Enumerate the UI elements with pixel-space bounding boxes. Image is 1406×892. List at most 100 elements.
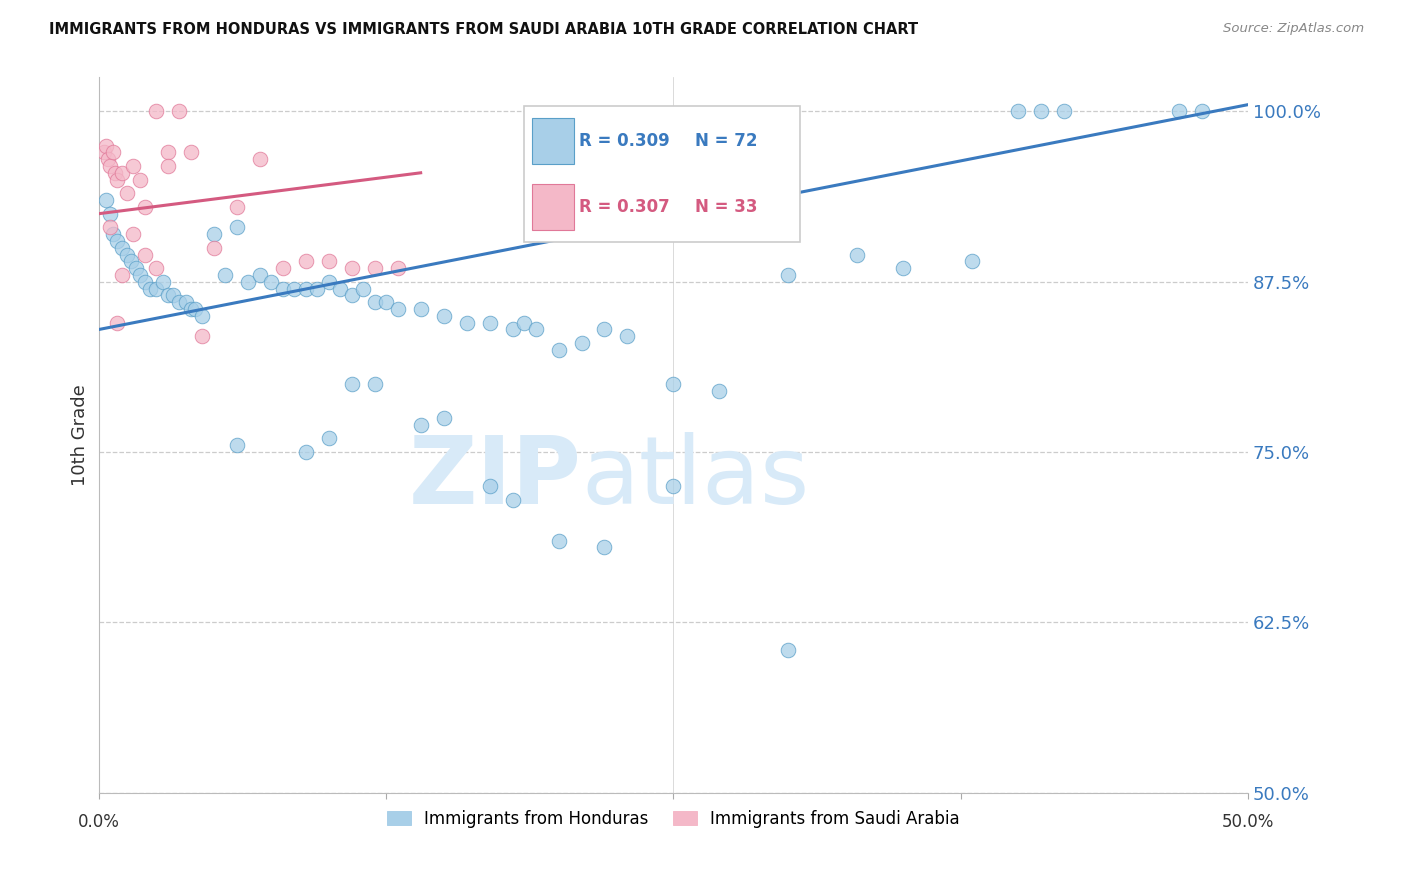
Point bbox=[846, 247, 869, 261]
Point bbox=[129, 172, 152, 186]
Point bbox=[156, 145, 179, 160]
Point bbox=[156, 288, 179, 302]
Point bbox=[294, 445, 316, 459]
Point bbox=[214, 268, 236, 282]
Point bbox=[169, 104, 191, 119]
Point bbox=[93, 145, 115, 160]
Point bbox=[134, 247, 156, 261]
Point bbox=[162, 288, 184, 302]
Point bbox=[364, 261, 387, 276]
Point bbox=[593, 322, 616, 336]
Point bbox=[433, 309, 456, 323]
Point bbox=[94, 138, 117, 153]
Point bbox=[502, 322, 524, 336]
Point bbox=[169, 295, 191, 310]
Point bbox=[202, 241, 225, 255]
Text: 0.0%: 0.0% bbox=[79, 814, 120, 831]
Point bbox=[364, 295, 387, 310]
Text: atlas: atlas bbox=[582, 432, 810, 524]
Point bbox=[709, 384, 731, 398]
Point bbox=[524, 322, 547, 336]
Point bbox=[662, 376, 685, 391]
Point bbox=[571, 336, 593, 351]
Point bbox=[778, 642, 800, 657]
Point bbox=[294, 254, 316, 268]
Point bbox=[152, 275, 174, 289]
Point bbox=[202, 227, 225, 241]
Point bbox=[318, 275, 340, 289]
Point bbox=[478, 316, 501, 330]
Point bbox=[104, 166, 127, 180]
Point bbox=[1167, 104, 1189, 119]
Point bbox=[129, 268, 152, 282]
Point bbox=[271, 261, 294, 276]
Point bbox=[387, 301, 409, 316]
Point bbox=[191, 329, 214, 343]
Point bbox=[100, 159, 122, 173]
Point bbox=[176, 295, 198, 310]
Point bbox=[134, 200, 156, 214]
Text: 50.0%: 50.0% bbox=[1222, 814, 1274, 831]
Point bbox=[340, 261, 363, 276]
Point bbox=[180, 301, 202, 316]
Point bbox=[478, 479, 501, 493]
Text: IMMIGRANTS FROM HONDURAS VS IMMIGRANTS FROM SAUDI ARABIA 10TH GRADE CORRELATION : IMMIGRANTS FROM HONDURAS VS IMMIGRANTS F… bbox=[49, 22, 918, 37]
Point bbox=[318, 254, 340, 268]
Point bbox=[225, 438, 247, 452]
Text: ZIP: ZIP bbox=[409, 432, 582, 524]
Point bbox=[260, 275, 283, 289]
Point bbox=[100, 207, 122, 221]
Point bbox=[778, 268, 800, 282]
Point bbox=[283, 282, 305, 296]
Point bbox=[105, 234, 128, 248]
Point bbox=[225, 220, 247, 235]
Point bbox=[122, 227, 145, 241]
Point bbox=[271, 282, 294, 296]
Point bbox=[294, 282, 316, 296]
Point bbox=[547, 343, 569, 357]
Point bbox=[156, 159, 179, 173]
Point bbox=[134, 275, 156, 289]
Point bbox=[340, 288, 363, 302]
Point bbox=[409, 417, 432, 432]
Point bbox=[1053, 104, 1076, 119]
Point bbox=[97, 152, 120, 166]
Point bbox=[456, 316, 478, 330]
Point bbox=[225, 200, 247, 214]
Point bbox=[138, 282, 160, 296]
Point bbox=[180, 145, 202, 160]
Point bbox=[960, 254, 983, 268]
Point bbox=[100, 220, 122, 235]
Point bbox=[340, 376, 363, 391]
Point bbox=[387, 261, 409, 276]
Point bbox=[502, 492, 524, 507]
Point bbox=[101, 145, 124, 160]
Point bbox=[375, 295, 398, 310]
Y-axis label: 10th Grade: 10th Grade bbox=[72, 384, 89, 486]
Point bbox=[616, 329, 638, 343]
Point bbox=[122, 159, 145, 173]
Point bbox=[111, 166, 134, 180]
Point bbox=[249, 268, 271, 282]
Point bbox=[593, 541, 616, 555]
Point bbox=[115, 186, 138, 201]
Point bbox=[105, 316, 128, 330]
Point bbox=[433, 411, 456, 425]
Point bbox=[94, 193, 117, 207]
Point bbox=[513, 316, 536, 330]
Point bbox=[1191, 104, 1213, 119]
Point bbox=[101, 227, 124, 241]
Text: Source: ZipAtlas.com: Source: ZipAtlas.com bbox=[1223, 22, 1364, 36]
Point bbox=[111, 268, 134, 282]
Point bbox=[364, 376, 387, 391]
Point bbox=[105, 172, 128, 186]
Point bbox=[145, 104, 167, 119]
Point bbox=[318, 432, 340, 446]
Point bbox=[191, 309, 214, 323]
Point bbox=[352, 282, 374, 296]
Point bbox=[184, 301, 207, 316]
Point bbox=[891, 261, 914, 276]
Point bbox=[307, 282, 329, 296]
Point bbox=[145, 282, 167, 296]
Point bbox=[547, 533, 569, 548]
